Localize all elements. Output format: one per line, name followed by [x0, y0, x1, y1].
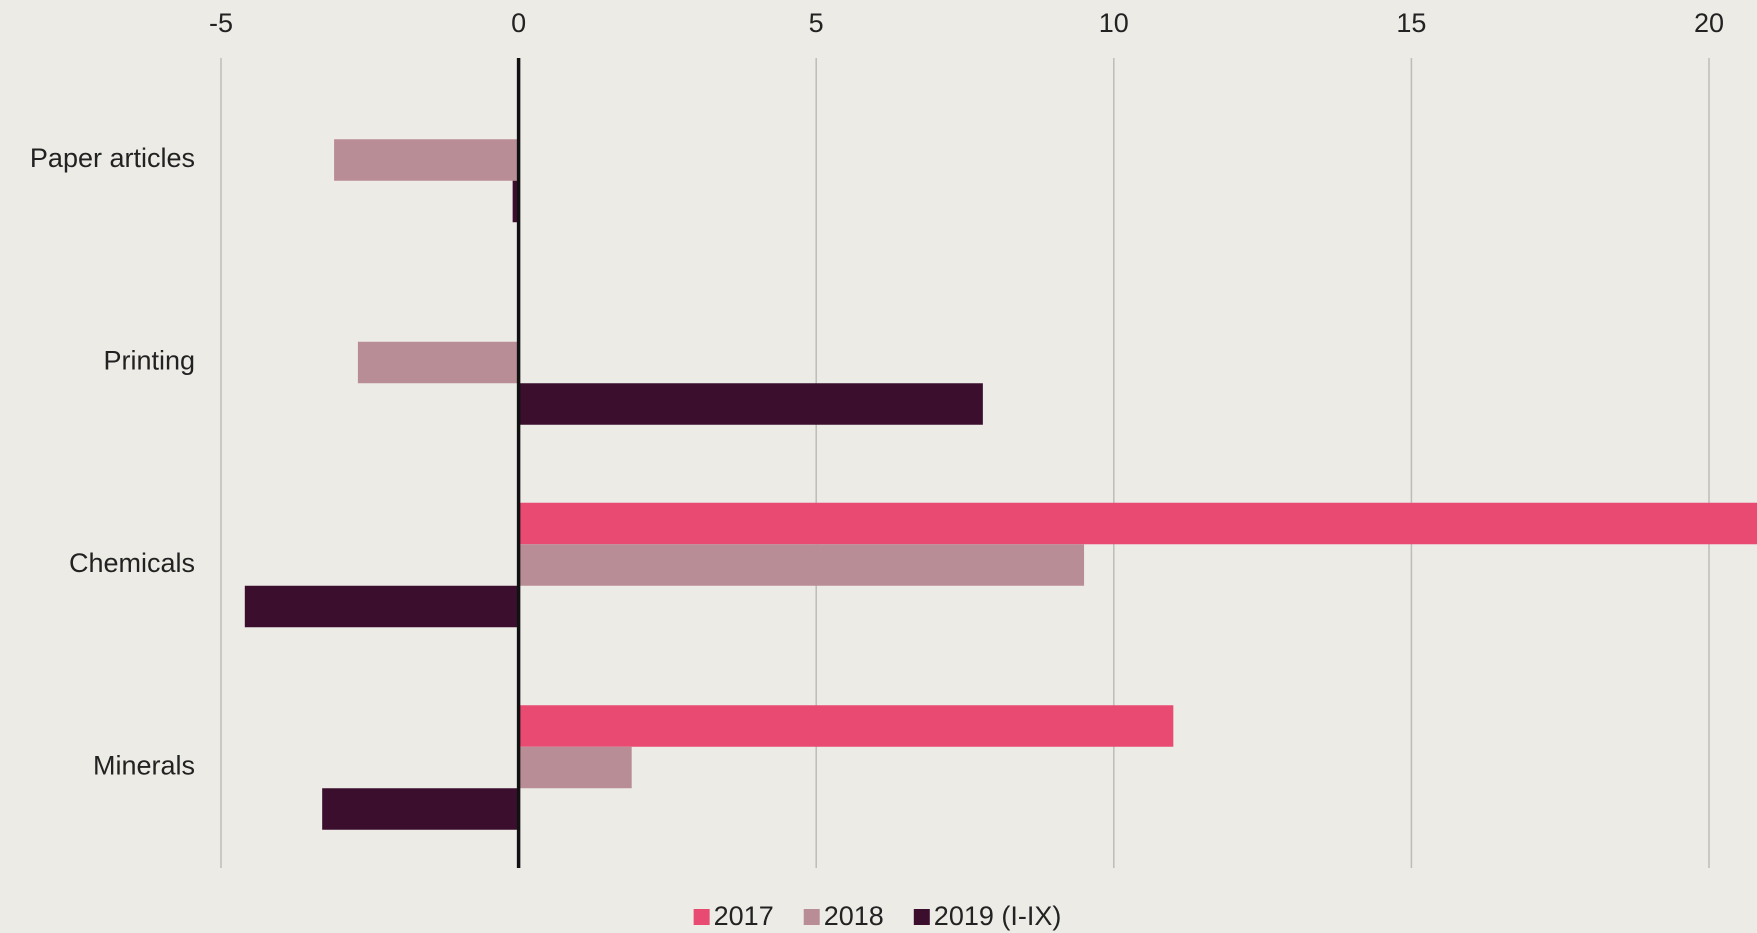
bar — [322, 788, 519, 830]
bar — [512, 180, 519, 223]
y-tick-label: Printing — [103, 346, 195, 376]
bar — [518, 502, 1757, 545]
bar — [244, 585, 519, 628]
x-tick-label: 0 — [511, 8, 526, 38]
bar — [357, 341, 519, 384]
y-tick-label: Chemicals — [69, 548, 195, 578]
bar — [518, 705, 1174, 747]
y-tick-label: Paper articles — [30, 143, 195, 173]
x-tick-label: 10 — [1099, 8, 1129, 38]
bar — [334, 139, 519, 181]
legend-label: 2019 (I-IX) — [934, 901, 1062, 931]
legend-label: 2017 — [714, 901, 774, 931]
y-tick-label: Minerals — [93, 751, 195, 781]
legend-label: 2018 — [824, 901, 884, 931]
x-tick-label: 20 — [1694, 8, 1724, 38]
legend-swatch — [693, 909, 710, 925]
legend-swatch — [913, 909, 930, 925]
legend-swatch — [803, 909, 820, 925]
x-tick-label: 5 — [809, 8, 824, 38]
x-tick-label: 15 — [1396, 8, 1426, 38]
bar — [518, 746, 632, 789]
bar — [518, 383, 983, 425]
bar — [518, 544, 1085, 586]
x-tick-label: -5 — [209, 8, 233, 38]
